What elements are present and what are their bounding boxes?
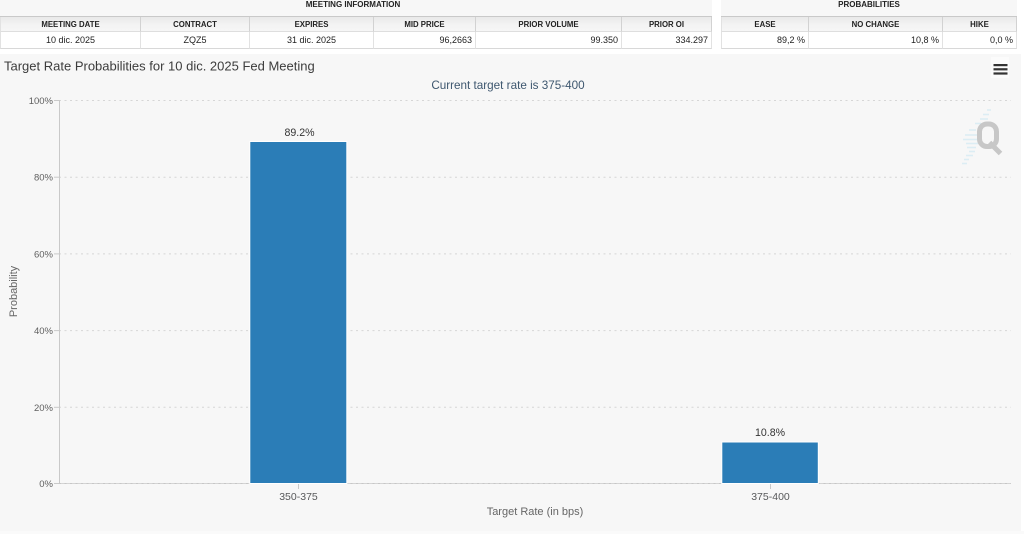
svg-text:89.2%: 89.2% (284, 127, 315, 139)
svg-text:40%: 40% (34, 326, 54, 337)
svg-text:Current target rate is 375-400: Current target rate is 375-400 (431, 79, 585, 92)
svg-text:Probability: Probability (8, 265, 20, 317)
svg-text:10.8%: 10.8% (755, 427, 786, 439)
svg-text:60%: 60% (34, 249, 54, 260)
svg-text:80%: 80% (34, 173, 54, 184)
svg-text:Target Rate (in bps): Target Rate (in bps) (487, 506, 584, 518)
svg-text:Target Rate Probabilities for: Target Rate Probabilities for 10 dic. 20… (4, 59, 315, 74)
svg-text:375-400: 375-400 (751, 491, 790, 503)
svg-text:350-375: 350-375 (279, 491, 318, 503)
svg-text:0%: 0% (39, 479, 53, 490)
svg-text:100%: 100% (29, 96, 54, 107)
svg-text:20%: 20% (34, 403, 54, 414)
